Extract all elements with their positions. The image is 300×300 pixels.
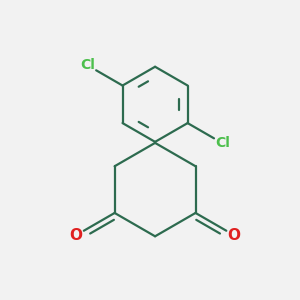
Text: Cl: Cl bbox=[80, 58, 95, 72]
Text: O: O bbox=[69, 228, 82, 243]
Text: O: O bbox=[228, 228, 241, 243]
Text: Cl: Cl bbox=[215, 136, 230, 150]
